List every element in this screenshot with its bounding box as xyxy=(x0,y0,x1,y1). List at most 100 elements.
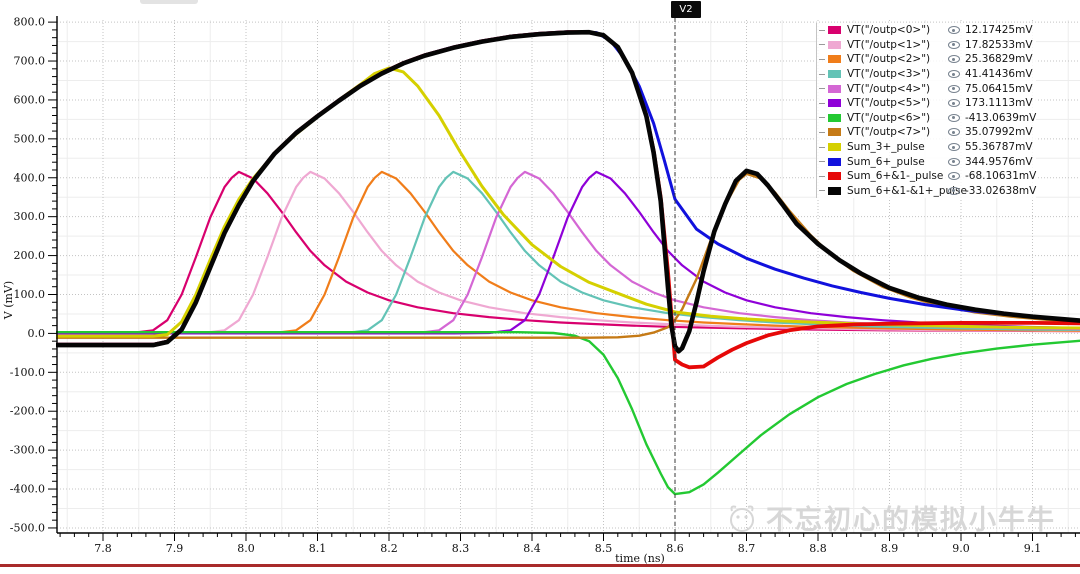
x-tick-label: 7.9 xyxy=(166,542,184,555)
trace-color-swatch[interactable] xyxy=(828,186,841,195)
legend-item-8[interactable]: Sum_3+_pulse 55.36787mV xyxy=(819,140,1036,155)
y-tick-label: 700.0 xyxy=(14,55,46,68)
legend-item-9[interactable]: Sum_6+_pulse 344.9576mV xyxy=(819,154,1036,169)
trace-3[interactable] xyxy=(56,170,1080,335)
trace-color-swatch[interactable] xyxy=(828,128,841,137)
trace-color-swatch[interactable] xyxy=(828,172,841,181)
x-tick-label: 8.4 xyxy=(523,542,541,555)
x-tick-label: 8.3 xyxy=(452,542,470,555)
trace-name[interactable]: Sum_6+&1-&1+_pulse xyxy=(847,184,968,197)
visibility-eye-icon[interactable] xyxy=(948,128,960,137)
legend-tick xyxy=(819,175,825,177)
trace-color-swatch[interactable] xyxy=(828,40,841,49)
legend-tick xyxy=(819,44,825,46)
trace-7[interactable] xyxy=(56,172,1080,339)
traces xyxy=(56,29,1080,496)
trace-value-at-marker: 12.17425mV xyxy=(965,24,1033,37)
legend-tick xyxy=(819,117,825,119)
trace-name[interactable]: Sum_3+_pulse xyxy=(847,141,925,154)
legend-item-7[interactable]: VT("/outp<7>") 35.07992mV xyxy=(819,125,1036,140)
trace-8[interactable] xyxy=(56,66,1080,338)
trace-name[interactable]: VT("/outp<1>") xyxy=(847,38,931,51)
trace-color-swatch[interactable] xyxy=(828,84,841,93)
trace-5[interactable] xyxy=(56,170,1080,335)
visibility-eye-icon[interactable] xyxy=(948,186,960,195)
legend-item-1[interactable]: VT("/outp<1>") 17.82533mV xyxy=(819,38,1036,53)
y-tick-label: 0.0 xyxy=(28,327,46,340)
trace-value-at-marker: 55.36787mV xyxy=(965,141,1033,154)
legend-item-5[interactable]: VT("/outp<5>") 173.1113mV xyxy=(819,96,1036,111)
trace-color-swatch[interactable] xyxy=(828,157,841,166)
legend-tick xyxy=(819,58,825,60)
legend-item-11[interactable]: Sum_6+&1-&1+_pulse -33.02638mV xyxy=(819,184,1036,199)
legend-item-3[interactable]: VT("/outp<3>") 41.41436mV xyxy=(819,67,1036,82)
visibility-eye-icon[interactable] xyxy=(948,157,960,166)
trace-name[interactable]: VT("/outp<7>") xyxy=(847,126,931,139)
x-tick-label: 8.9 xyxy=(881,542,899,555)
x-tick-label: 8.7 xyxy=(738,542,756,555)
trace-value-at-marker: 173.1113mV xyxy=(965,97,1033,110)
legend-tick xyxy=(819,190,825,192)
trace-color-swatch[interactable] xyxy=(828,113,841,122)
trace-name[interactable]: VT("/outp<4>") xyxy=(847,82,931,95)
trace-name[interactable]: VT("/outp<6>") xyxy=(847,111,931,124)
legend-tick xyxy=(819,88,825,90)
trace-name[interactable]: VT("/outp<3>") xyxy=(847,68,931,81)
legend-item-2[interactable]: VT("/outp<2>") 25.36829mV xyxy=(819,52,1036,67)
y-tick-label: 200.0 xyxy=(14,249,46,262)
legend-item-6[interactable]: VT("/outp<6>") -413.0639mV xyxy=(819,111,1036,126)
trace-color-swatch[interactable] xyxy=(828,70,841,79)
trace-color-swatch[interactable] xyxy=(828,55,841,64)
bottom-border-line xyxy=(0,564,1080,567)
trace-value-at-marker: 41.41436mV xyxy=(965,68,1033,81)
trace-2[interactable] xyxy=(56,170,1080,335)
trace-color-swatch[interactable] xyxy=(828,26,841,35)
visibility-eye-icon[interactable] xyxy=(948,40,960,49)
x-axis-title: time (ns) xyxy=(615,552,665,565)
trace-name[interactable]: VT("/outp<2>") xyxy=(847,53,931,66)
trace-6[interactable] xyxy=(56,331,1080,496)
axes: -500.0 -400.0 -300.0 -200.0 -100.0 0.0 100.0 20… xyxy=(10,16,1080,555)
trace-value-at-marker: 25.36829mV xyxy=(965,53,1033,66)
x-tick-label: 8.1 xyxy=(309,542,327,555)
trace-11[interactable] xyxy=(56,29,1080,354)
y-tick-label: 300.0 xyxy=(14,210,46,223)
y-tick-label: 500.0 xyxy=(14,132,46,145)
visibility-eye-icon[interactable] xyxy=(948,113,960,122)
trace-name[interactable]: VT("/outp<5>") xyxy=(847,97,931,110)
trace-color-swatch[interactable] xyxy=(828,143,841,152)
marker-label[interactable]: V2 xyxy=(671,1,701,18)
x-tick-label: 7.8 xyxy=(94,542,112,555)
visibility-eye-icon[interactable] xyxy=(948,26,960,35)
trace-value-at-marker: -68.10631mV xyxy=(965,170,1037,183)
top-artifact xyxy=(140,0,198,4)
legend-item-10[interactable]: Sum_6+&1-_pulse -68.10631mV xyxy=(819,169,1036,184)
legend-item-4[interactable]: VT("/outp<4>") 75.06415mV xyxy=(819,81,1036,96)
visibility-eye-icon[interactable] xyxy=(948,172,960,181)
trace-name[interactable]: Sum_6+_pulse xyxy=(847,155,925,168)
trace-0[interactable] xyxy=(56,170,1080,335)
y-tick-label: -200.0 xyxy=(10,405,45,418)
x-tick-label: 8.6 xyxy=(666,542,684,555)
legend-item-0[interactable]: VT("/outp<0>") 12.17425mV xyxy=(819,23,1036,38)
x-tick-label: 8.2 xyxy=(380,542,398,555)
trace-name[interactable]: Sum_6+&1-_pulse xyxy=(847,170,944,183)
trace-1[interactable] xyxy=(56,170,1080,335)
trace-value-at-marker: -413.0639mV xyxy=(965,111,1037,124)
visibility-eye-icon[interactable] xyxy=(948,84,960,93)
x-tick-label: 8.0 xyxy=(237,542,255,555)
y-tick-label: 400.0 xyxy=(14,171,46,184)
legend-tick xyxy=(819,146,825,148)
visibility-eye-icon[interactable] xyxy=(948,55,960,64)
trace-value-at-marker: 35.07992mV xyxy=(965,126,1033,139)
legend-tick xyxy=(819,102,825,104)
y-tick-label: -400.0 xyxy=(10,483,45,496)
visibility-eye-icon[interactable] xyxy=(948,143,960,152)
trace-color-swatch[interactable] xyxy=(828,99,841,108)
trace-value-at-marker: 17.82533mV xyxy=(965,38,1033,51)
trace-name[interactable]: VT("/outp<0>") xyxy=(847,24,931,37)
y-tick-label: -300.0 xyxy=(10,444,45,457)
visibility-eye-icon[interactable] xyxy=(948,70,960,79)
visibility-eye-icon[interactable] xyxy=(948,99,960,108)
trace-value-at-marker: 75.06415mV xyxy=(965,82,1033,95)
